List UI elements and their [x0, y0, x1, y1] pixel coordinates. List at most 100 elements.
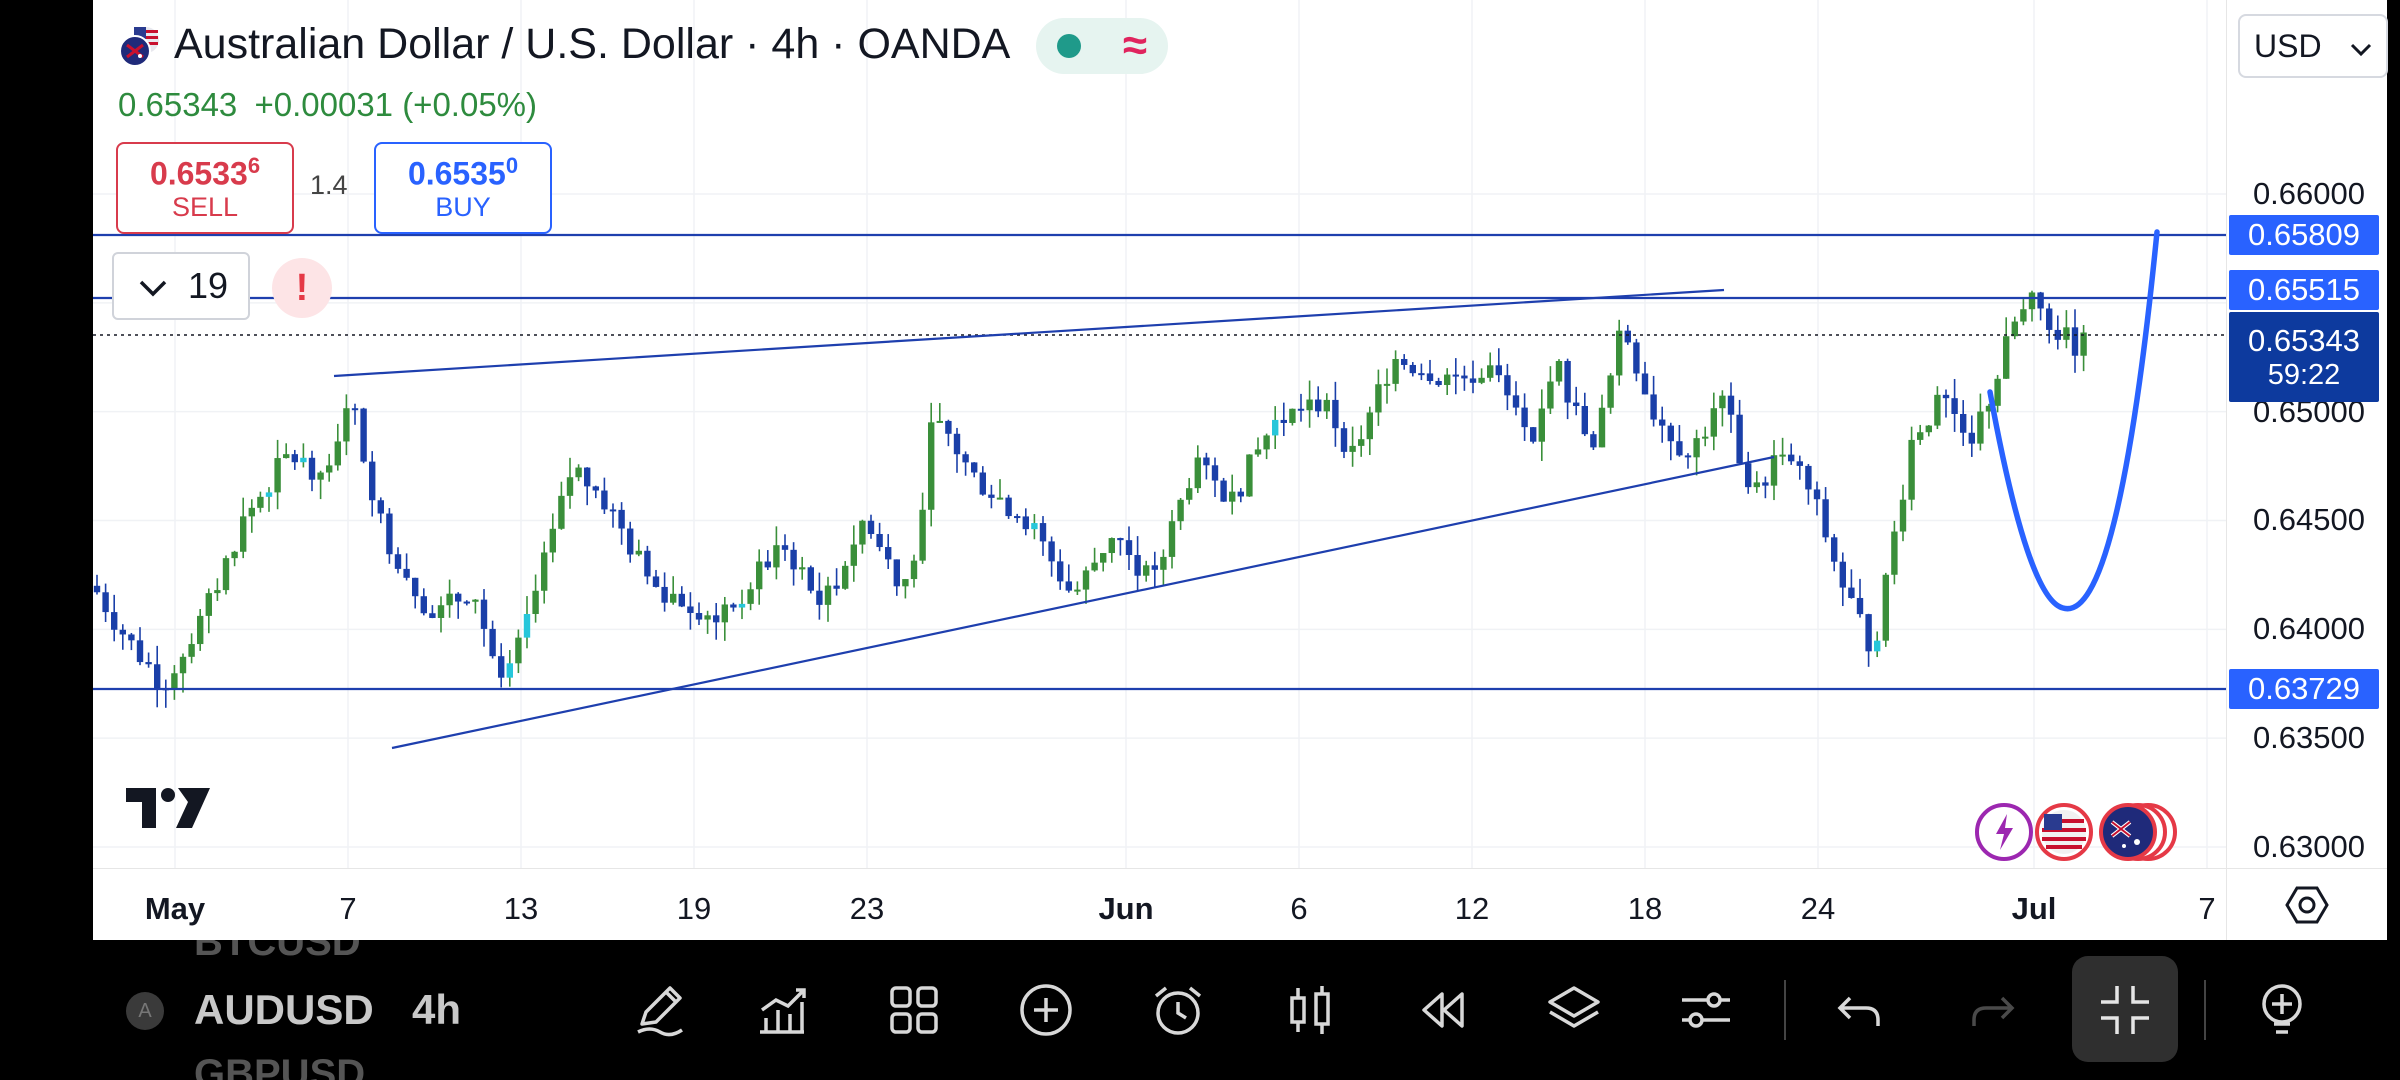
- templates-button[interactable]: [874, 940, 954, 1080]
- candle-body: [1960, 413, 1967, 433]
- time-axis[interactable]: May 7 13 19 23 Jun 6 12 18 24 Jul 7: [93, 868, 2226, 941]
- alert-button[interactable]: [1138, 940, 1218, 1080]
- add-circle-icon: [1020, 984, 1072, 1036]
- candle-body: [919, 509, 926, 561]
- candle-body: [446, 593, 453, 606]
- economic-events[interactable]: [1972, 800, 2192, 864]
- candle-body: [1813, 489, 1821, 500]
- candle-body: [652, 576, 660, 587]
- chart-settings-button[interactable]: [2226, 868, 2387, 941]
- candle-body: [1160, 556, 1167, 570]
- candle-body: [377, 500, 384, 514]
- candle-body: [1908, 439, 1915, 500]
- candle-body: [265, 492, 273, 497]
- candle-body: [222, 558, 230, 591]
- candle-body: [1151, 565, 1158, 570]
- candle-body: [1676, 441, 1683, 456]
- currency-select[interactable]: USD: [2238, 14, 2388, 78]
- replay-icon: [1422, 992, 1464, 1028]
- redo-icon: [1972, 996, 2015, 1026]
- candle-body: [1994, 378, 2001, 406]
- candle-body: [1125, 540, 1133, 556]
- add-button[interactable]: [1006, 940, 1086, 1080]
- candle-body: [1745, 463, 1752, 488]
- redo-button[interactable]: [1952, 940, 2032, 1080]
- chevron-down-icon: [2350, 28, 2372, 65]
- lightning-event-icon: [1975, 803, 2033, 861]
- chart-type-button[interactable]: [1270, 940, 1350, 1080]
- candle-body: [1831, 537, 1838, 562]
- indicators-button[interactable]: [742, 940, 822, 1080]
- market-open-dot-icon: [1056, 34, 1081, 58]
- candle-body: [231, 551, 238, 559]
- candle-body: [420, 596, 427, 614]
- candle-body: [1719, 395, 1726, 409]
- candle-body: [928, 422, 935, 510]
- candle-body: [154, 664, 161, 689]
- settings-sliders-icon: [1682, 992, 1730, 1028]
- price-axis[interactable]: 0.66000 0.65000 0.64500 0.64000 0.63500 …: [2226, 0, 2387, 868]
- symbol-header[interactable]: Australian Dollar / U.S. Dollar · 4h · O…: [118, 20, 1010, 69]
- candle-body: [721, 604, 728, 623]
- candle-body: [1512, 395, 1520, 408]
- candle-body: [1005, 497, 1012, 517]
- interval-button[interactable]: 4h: [412, 986, 462, 1033]
- indicators-toggle[interactable]: 19: [112, 252, 250, 320]
- replay-button[interactable]: [1402, 940, 1482, 1080]
- candle-body: [1349, 445, 1356, 452]
- buy-button[interactable]: 0.65350 BUY: [374, 142, 552, 234]
- candle-body: [1478, 377, 1485, 383]
- candle-body: [1547, 381, 1554, 409]
- candle-body: [781, 545, 789, 550]
- candle-body: [93, 585, 101, 593]
- candle-body: [532, 590, 539, 614]
- time-label: 7: [339, 891, 357, 926]
- warning-icon[interactable]: !: [272, 258, 332, 318]
- candle-body: [1650, 394, 1657, 420]
- upper-trendline: [333, 288, 1725, 378]
- market-status-pill[interactable]: ≈: [1036, 18, 1168, 74]
- candle-body: [1108, 538, 1115, 554]
- symbol-prev[interactable]: BTCUSD: [194, 940, 361, 964]
- candle-body: [1727, 395, 1735, 415]
- candle-body: [1452, 374, 1459, 377]
- sell-button[interactable]: 0.65336 SELL: [116, 142, 294, 234]
- chart-area[interactable]: [93, 0, 2226, 868]
- candle-body: [609, 509, 617, 512]
- candle-body: [1366, 412, 1373, 440]
- candle-body: [1856, 597, 1864, 615]
- horizontal-line-price-tag: 0.63729: [2229, 669, 2379, 709]
- time-label: 13: [503, 891, 539, 926]
- candle-body: [1770, 455, 1778, 486]
- candle-body: [979, 472, 986, 495]
- symbol-next[interactable]: GBPUSD: [194, 1052, 366, 1080]
- sell-label: SELL: [171, 192, 239, 223]
- publish-idea-button[interactable]: [2242, 940, 2322, 1080]
- symbol-current[interactable]: AUDUSD: [194, 986, 374, 1033]
- candle-body: [824, 585, 832, 605]
- candle-body: [1555, 360, 1563, 382]
- candle-body: [1977, 411, 1984, 444]
- candle-body: [1874, 640, 1881, 652]
- spread-value: 1.4: [310, 170, 348, 200]
- candle-body: [1237, 491, 1244, 497]
- undo-button[interactable]: [1820, 940, 1900, 1080]
- settings-button[interactable]: [1666, 940, 1746, 1080]
- candle-body: [1865, 614, 1872, 652]
- price-chart[interactable]: [93, 0, 2226, 868]
- candle-body: [584, 467, 591, 487]
- candle-body: [2003, 336, 2010, 379]
- tradingview-logo: [126, 786, 212, 835]
- candle-body: [1641, 373, 1649, 395]
- candle-body: [205, 593, 212, 616]
- drawing-tool-button[interactable]: [620, 940, 700, 1080]
- layers-button[interactable]: [1534, 940, 1614, 1080]
- candle-body: [678, 593, 685, 607]
- candle-body: [2020, 309, 2027, 322]
- symbol-switcher[interactable]: BTCUSD AUDUSD GBPUSD: [190, 940, 390, 1080]
- hexagon-settings-icon: [2285, 886, 2329, 924]
- candle-body: [738, 603, 746, 608]
- candle-body: [1736, 414, 1743, 464]
- candle-body: [962, 454, 969, 463]
- exit-fullscreen-button[interactable]: [2070, 940, 2180, 1080]
